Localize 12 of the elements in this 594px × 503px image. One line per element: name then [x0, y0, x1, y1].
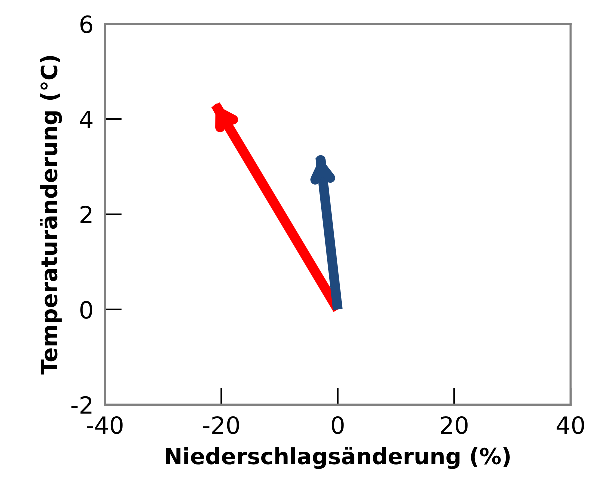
y-tick-label: -2: [72, 396, 92, 414]
x-axis-title: Niederschlagsänderung (%): [166, 447, 510, 470]
x-tick-label: -40: [87, 416, 123, 434]
y-tick-label: 4: [80, 111, 93, 128]
x-tick-label: 0: [332, 416, 344, 434]
y-tick-label: 6: [80, 16, 93, 34]
x-tick-label: -20: [203, 416, 240, 434]
y-axis-title: Temperaturänderung (°C): [40, 56, 62, 375]
x-tick-label: 20: [441, 416, 468, 434]
y-tick-label: 2: [80, 206, 92, 224]
y-tick-label: 0: [80, 301, 92, 320]
x-tick-label: 40: [556, 416, 584, 434]
